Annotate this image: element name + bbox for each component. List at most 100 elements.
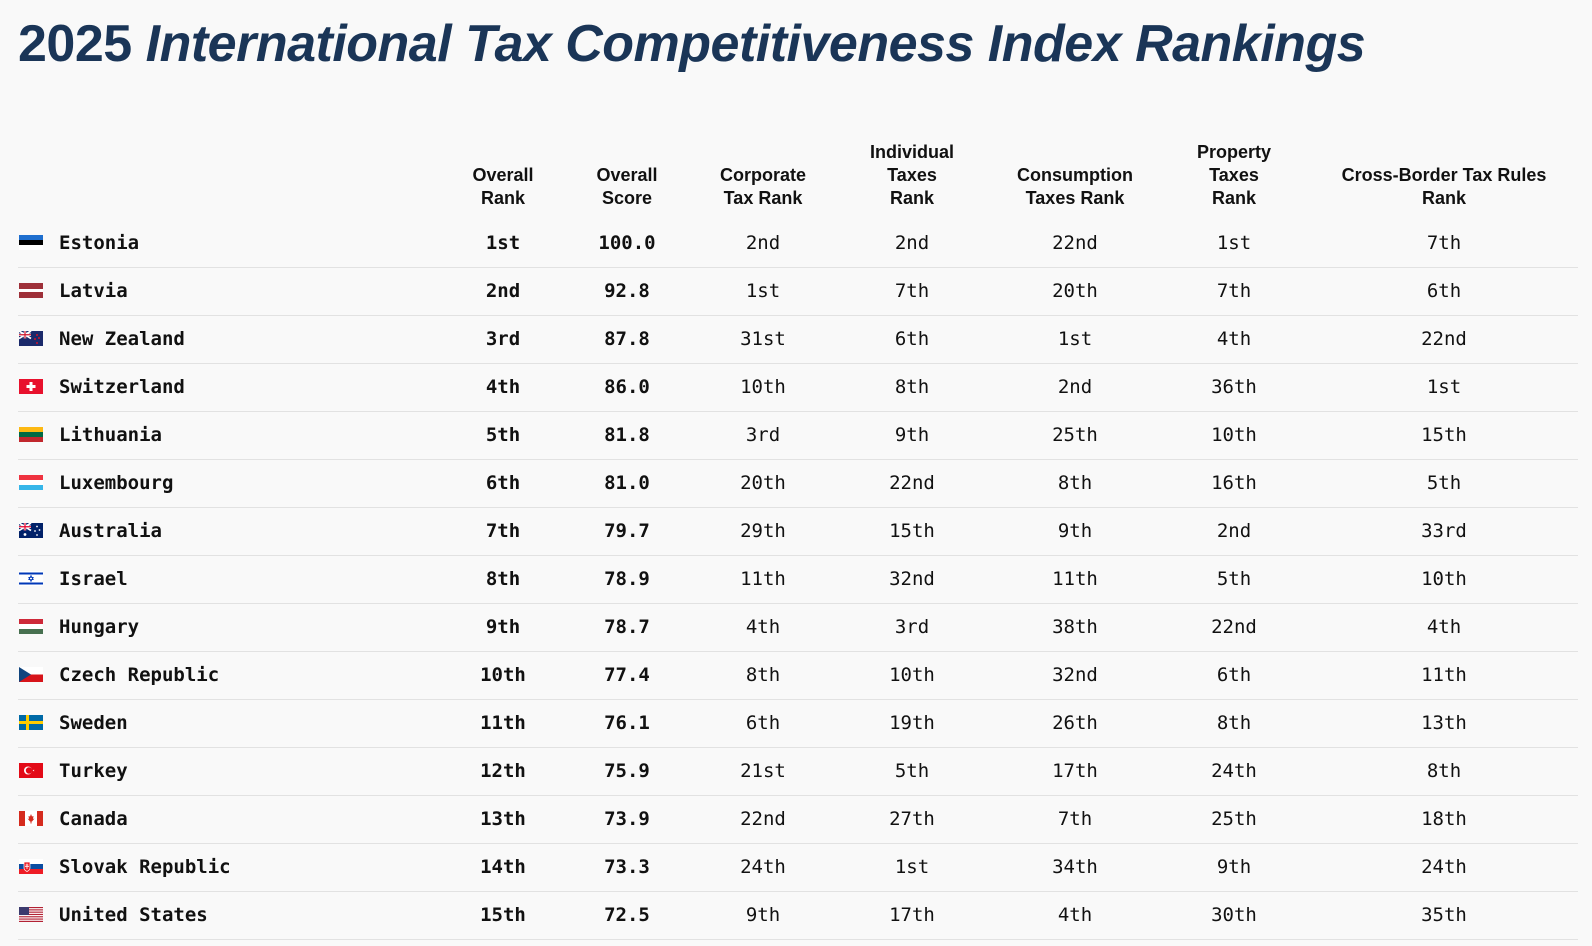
country-name: Luxembourg (59, 472, 174, 494)
table-row: Latvia 2nd 92.8 1st 7th 20th 7th 6th (18, 268, 1578, 316)
cell-crossborder: 11th (1421, 664, 1467, 686)
cell-overall_rank: 15th (480, 904, 526, 926)
cell-individual: 8th (894, 376, 930, 398)
cell-crossborder: 8th (1426, 760, 1462, 782)
cell-property: 25th (1211, 808, 1257, 830)
cell-consumption: 34th (1052, 856, 1098, 878)
cell-consumption: 32nd (1052, 664, 1098, 686)
cell-overall_score: 75.9 (604, 760, 650, 782)
cell-corporate: 20th (740, 472, 786, 494)
column-header-corporate: Corporate Tax Rank (720, 164, 806, 210)
cell-corporate: 4th (745, 616, 781, 638)
cell-overall_score: 77.4 (604, 664, 650, 686)
cell-individual: 5th (894, 760, 930, 782)
column-header-line: Tax Rank (723, 188, 803, 208)
cell-individual: 9th (894, 424, 930, 446)
cell-consumption: 4th (1057, 904, 1093, 926)
cell-corporate: 10th (740, 376, 786, 398)
cell-crossborder: 35th (1421, 904, 1467, 926)
cell-corporate: 2nd (745, 232, 781, 254)
cell-property: 2nd (1216, 520, 1252, 542)
cell-corporate: 22nd (740, 808, 786, 830)
estonia-flag-icon (19, 235, 43, 250)
cell-property: 1st (1216, 232, 1252, 254)
cell-overall_rank: 2nd (485, 280, 521, 302)
cell-individual: 32nd (889, 568, 935, 590)
cell-corporate: 29th (740, 520, 786, 542)
cell-corporate: 9th (745, 904, 781, 926)
cell-overall_rank: 4th (485, 376, 521, 398)
column-header-line: Rank (1421, 188, 1467, 208)
cell-overall_rank: 14th (480, 856, 526, 878)
table-row: Switzerland 4th 86.0 10th 8th 2nd 36th 1st (18, 364, 1578, 412)
cell-crossborder: 15th (1421, 424, 1467, 446)
cell-corporate: 3rd (745, 424, 781, 446)
cell-overall_score: 87.8 (604, 328, 650, 350)
country-name: Hungary (59, 616, 140, 638)
turkey-flag-icon (19, 763, 43, 778)
cell-overall_score: 81.0 (604, 472, 650, 494)
slovak-republic-flag-icon (19, 859, 43, 874)
cell-property: 6th (1216, 664, 1252, 686)
cell-property: 7th (1216, 280, 1252, 302)
table-row: Hungary 9th 78.7 4th 3rd 38th 22nd 4th (18, 604, 1578, 652)
column-header-line: Consumption (1017, 165, 1133, 185)
cell-overall_score: 76.1 (604, 712, 650, 734)
column-header-overall_rank: Overall Rank (472, 164, 533, 210)
column-header-crossborder: Cross-Border Tax Rules Rank (1342, 164, 1547, 210)
australia-flag-icon (19, 523, 43, 538)
table-row: Turkey 12th 75.9 21st 5th 17th 24th 8th (18, 748, 1578, 796)
cell-corporate: 21st (740, 760, 786, 782)
column-header-line: Overall (472, 165, 534, 185)
cell-crossborder: 5th (1426, 472, 1462, 494)
cell-consumption: 22nd (1052, 232, 1098, 254)
country-name: Czech Republic (59, 664, 220, 686)
hungary-flag-icon (19, 619, 43, 634)
column-header-overall_score: Overall Score (596, 164, 657, 210)
column-header-line: Score (601, 188, 653, 208)
rankings-table: Estonia 1st 100.0 2nd 2nd 22nd 1st 7th Latvia 2nd… (18, 220, 1578, 940)
cell-property: 5th (1216, 568, 1252, 590)
cell-individual: 17th (889, 904, 935, 926)
table-row: Israel 8th 78.9 11th 32nd 11th 5th 10th (18, 556, 1578, 604)
table-row: Sweden 11th 76.1 6th 19th 26th 8th 13th (18, 700, 1578, 748)
column-header-line: Corporate (719, 165, 807, 185)
cell-property: 9th (1216, 856, 1252, 878)
cell-overall_score: 100.0 (598, 232, 656, 254)
sweden-flag-icon (19, 715, 43, 730)
cell-overall_rank: 11th (480, 712, 526, 734)
column-header-line: Rank (480, 188, 526, 208)
cell-overall_score: 86.0 (604, 376, 650, 398)
luxembourg-flag-icon (19, 475, 43, 490)
cell-crossborder: 10th (1421, 568, 1467, 590)
cell-consumption: 8th (1057, 472, 1093, 494)
cell-property: 10th (1211, 424, 1257, 446)
column-header-line: Rank (889, 188, 935, 208)
page-title: 2025 International Tax Competitiveness I… (18, 14, 1366, 74)
cell-corporate: 6th (745, 712, 781, 734)
cell-overall_rank: 3rd (485, 328, 521, 350)
cell-individual: 3rd (894, 616, 930, 638)
cell-overall_rank: 6th (485, 472, 521, 494)
cell-crossborder: 1st (1426, 376, 1462, 398)
cell-property: 24th (1211, 760, 1257, 782)
cell-crossborder: 6th (1426, 280, 1462, 302)
united-states-flag-icon (19, 907, 43, 922)
cell-consumption: 26th (1052, 712, 1098, 734)
country-name: Estonia (59, 232, 140, 254)
cell-overall_score: 78.9 (604, 568, 650, 590)
table-row: Luxembourg 6th 81.0 20th 22nd 8th 16th 5th (18, 460, 1578, 508)
cell-property: 22nd (1211, 616, 1257, 638)
cell-overall_score: 73.3 (604, 856, 650, 878)
cell-overall_score: 92.8 (604, 280, 650, 302)
cell-individual: 6th (894, 328, 930, 350)
country-name: Latvia (59, 280, 128, 302)
cell-consumption: 11th (1052, 568, 1098, 590)
cell-corporate: 24th (740, 856, 786, 878)
switzerland-flag-icon (19, 379, 43, 394)
column-header-property: Property Taxes Rank (1197, 141, 1271, 210)
new-zealand-flag-icon (19, 331, 43, 346)
cell-individual: 19th (889, 712, 935, 734)
cell-crossborder: 7th (1426, 232, 1462, 254)
cell-property: 36th (1211, 376, 1257, 398)
